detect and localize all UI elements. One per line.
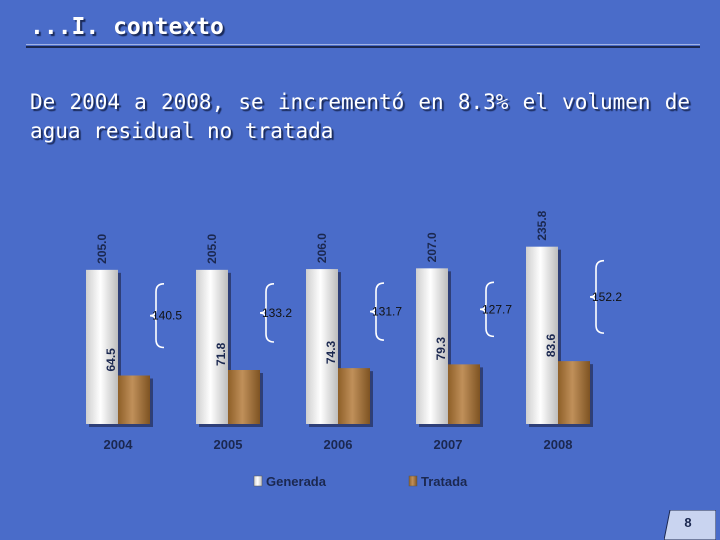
- value-label-tratada-2004: 64.5: [104, 348, 118, 372]
- bar-tratada-2007: [448, 364, 480, 424]
- difference-brace-2006: [369, 282, 385, 341]
- category-label-2006: 2006: [324, 437, 353, 452]
- legend-swatch-tratada: [408, 475, 418, 487]
- braces-layer: 140.5 133.2 131.7 127.7 152.2: [149, 259, 622, 349]
- difference-brace-2005: [259, 283, 275, 343]
- header-title: ...I. contexto: [30, 14, 224, 40]
- bars-layer: [86, 246, 593, 427]
- value-label-generada-2006: 206.0: [315, 233, 329, 263]
- bar-generada-2005: [196, 269, 228, 424]
- value-label-generada-2005: 205.0: [205, 233, 219, 263]
- category-label-2004: 2004: [104, 437, 134, 452]
- difference-label-2007: 127.7: [482, 302, 512, 316]
- slide-number-badge: [664, 510, 716, 540]
- category-label-2007: 2007: [434, 437, 463, 452]
- bar-tratada-2005: [228, 370, 260, 424]
- difference-label-2005: 133.2: [262, 306, 292, 320]
- axis-layer: 2004 2005 2006 2007 2008: [104, 437, 573, 452]
- headline: De 2004 a 2008, se incrementó en 8.3% el…: [30, 90, 690, 143]
- difference-brace-2007: [479, 281, 495, 338]
- bar-tratada-2004: [118, 375, 150, 424]
- bar-generada-2004: [86, 269, 118, 424]
- value-label-tratada-2007: 79.3: [434, 337, 448, 361]
- bar-tratada-2008: [558, 361, 590, 424]
- category-label-2005: 2005: [214, 437, 243, 452]
- value-label-tratada-2005: 71.8: [214, 342, 228, 366]
- slide-number: 8: [684, 515, 692, 530]
- difference-brace-2008: [589, 259, 605, 334]
- legend-swatch-generada: [253, 475, 263, 487]
- header-rule: [26, 46, 700, 48]
- value-label-tratada-2008: 83.6: [544, 333, 558, 357]
- bar-generada-2007: [416, 268, 448, 424]
- value-label-tratada-2006: 74.3: [324, 340, 338, 364]
- bar-generada-2008: [526, 246, 558, 424]
- header-rule-highlight: [26, 44, 700, 45]
- labels-layer: 205.0 64.5 205.0 71.8 206.0 74.3 207.0 79.3 235.…: [95, 210, 558, 371]
- bar-generada-2006: [306, 269, 338, 424]
- difference-label-2004: 140.5: [152, 309, 182, 323]
- difference-label-2008: 152.2: [592, 290, 622, 304]
- difference-brace-2004: [149, 283, 165, 349]
- legend-label-generada: Generada: [266, 474, 327, 489]
- bar-tratada-2006: [338, 368, 370, 424]
- value-label-generada-2008: 235.8: [535, 210, 549, 240]
- legend: Generada Tratada: [253, 474, 468, 489]
- difference-label-2006: 131.7: [372, 305, 402, 319]
- legend-label-tratada: Tratada: [421, 474, 468, 489]
- value-label-generada-2007: 207.0: [425, 232, 439, 262]
- value-label-generada-2004: 205.0: [95, 233, 109, 263]
- category-label-2008: 2008: [544, 437, 573, 452]
